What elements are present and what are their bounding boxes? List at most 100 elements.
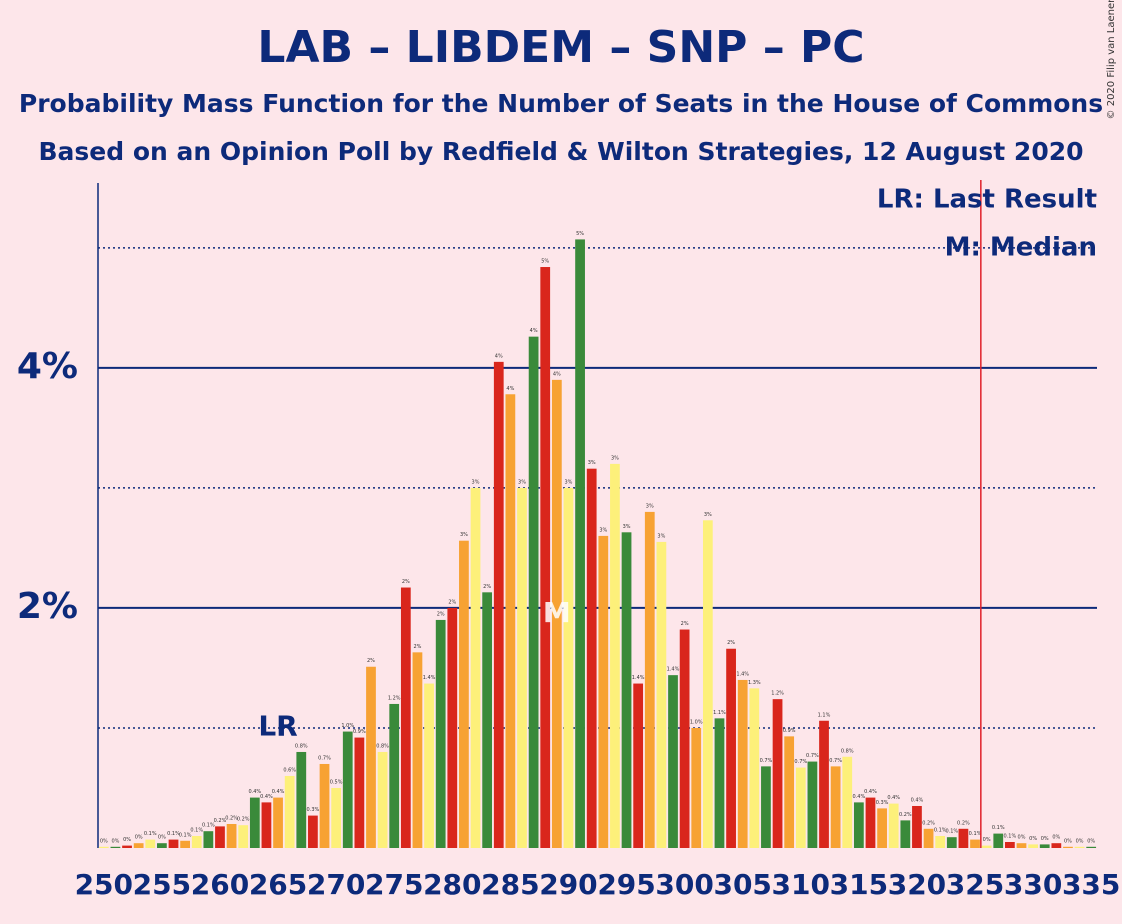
bar: [726, 648, 736, 848]
bar: [575, 239, 585, 848]
value-label: 0%: [1052, 835, 1060, 841]
bar: [830, 766, 841, 848]
value-label: 0.4%: [260, 794, 273, 800]
bar: [1028, 844, 1038, 848]
bar: [517, 487, 527, 848]
bar: [1051, 843, 1062, 848]
value-label: 0.4%: [248, 789, 261, 795]
value-label: 0.1%: [190, 827, 203, 833]
bar: [737, 679, 748, 848]
value-label: 0.4%: [864, 789, 877, 795]
bar: [191, 835, 202, 848]
bar: [1063, 846, 1073, 848]
median-label: M: [543, 596, 571, 629]
value-label: 0%: [1076, 838, 1084, 844]
bar: [795, 767, 806, 848]
value-label: 5%: [541, 259, 549, 265]
value-label: 3%: [460, 532, 468, 538]
bar: [377, 751, 388, 848]
value-label: 1.3%: [748, 680, 761, 686]
bar: [180, 840, 191, 848]
bar: [470, 487, 481, 848]
bar: [563, 487, 574, 848]
value-label: 0%: [1029, 836, 1037, 842]
bar: [912, 805, 922, 848]
bar: [610, 463, 620, 848]
value-label: 2%: [367, 658, 375, 664]
value-label: 0.1%: [1004, 833, 1017, 839]
bar: [1004, 841, 1015, 848]
bar: [946, 837, 957, 848]
value-label: 0.1%: [202, 823, 215, 829]
value-label: 0.1%: [934, 827, 947, 833]
value-label: 0.3%: [876, 800, 889, 806]
bar: [633, 683, 644, 848]
bar: [249, 797, 260, 848]
value-label: 1.1%: [818, 712, 831, 718]
bar: [656, 541, 667, 848]
bar: [993, 833, 1004, 848]
value-label: 1.4%: [736, 671, 749, 677]
legend-entry: LR: Last Result: [877, 185, 1097, 215]
bar: [389, 703, 400, 848]
bar: [679, 629, 690, 848]
value-label: 0.2%: [899, 812, 912, 818]
y-tick-label: 4%: [17, 346, 78, 387]
legend-entry: M: Median: [945, 233, 1097, 263]
bar: [459, 540, 469, 848]
value-label: 2%: [483, 584, 491, 590]
value-label: 0.4%: [272, 789, 285, 795]
value-label: 1.0%: [341, 723, 354, 729]
x-tick-label: 320: [888, 868, 946, 901]
bar: [331, 787, 342, 848]
value-label: 2%: [681, 621, 689, 627]
value-label: 0.4%: [911, 797, 924, 803]
value-label: 0%: [1018, 835, 1026, 841]
value-label: 3%: [599, 527, 607, 533]
value-label: 0.1%: [144, 831, 157, 837]
value-label: 0.9%: [353, 729, 366, 735]
bar: [935, 835, 946, 848]
bar: [598, 535, 609, 848]
x-tick-label: 255: [133, 868, 191, 901]
bar: [691, 727, 702, 848]
bar: [842, 756, 853, 848]
bar: [644, 511, 655, 848]
value-label: 0.9%: [783, 728, 796, 734]
value-label: 1.0%: [690, 719, 703, 725]
bar: [493, 361, 504, 848]
bar: [122, 845, 132, 848]
value-label: 0.7%: [318, 755, 331, 761]
bar: [226, 823, 237, 848]
bar: [273, 797, 283, 848]
bar: [528, 336, 539, 848]
bar: [668, 675, 678, 848]
bar: [1074, 846, 1085, 848]
bar: [1039, 844, 1050, 848]
value-label: 0.2%: [214, 818, 227, 824]
x-tick-label: 330: [1004, 868, 1062, 901]
bar: [586, 468, 597, 848]
value-label: 0.8%: [295, 743, 308, 749]
bar: [540, 267, 551, 848]
value-label: 0%: [100, 838, 108, 844]
bar: [761, 766, 771, 848]
value-label: 3%: [472, 479, 480, 485]
value-label: 1.2%: [388, 695, 401, 701]
x-tick-label: 290: [539, 868, 597, 901]
value-label: 3%: [518, 479, 526, 485]
bar: [447, 607, 458, 848]
value-label: 0.7%: [760, 758, 773, 764]
value-label: 0.4%: [887, 795, 900, 801]
value-label: 2%: [727, 640, 735, 646]
last-result-label: LR: [258, 710, 297, 743]
value-label: 1.2%: [771, 691, 784, 697]
value-label: 0%: [1064, 838, 1072, 844]
x-tick-label: 335: [1062, 868, 1120, 901]
x-tick-label: 295: [597, 868, 655, 901]
value-label: 0.1%: [167, 831, 180, 837]
chart-subtitle: Probability Mass Function for the Number…: [19, 89, 1103, 118]
value-label: 0%: [111, 838, 119, 844]
value-label: 1.4%: [667, 667, 680, 673]
x-tick-label: 280: [423, 868, 481, 901]
